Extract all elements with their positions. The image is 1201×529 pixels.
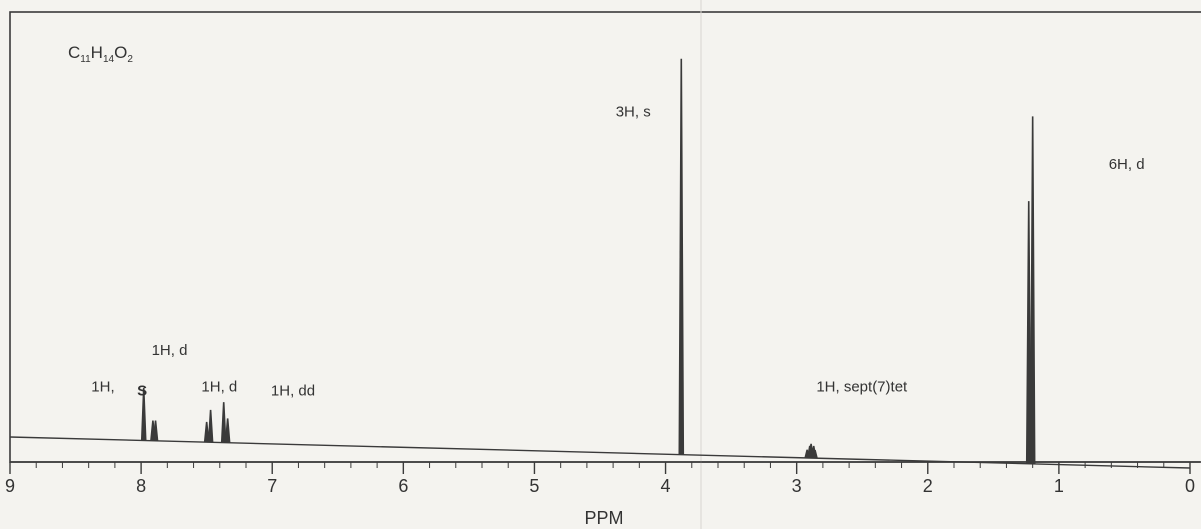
spectrum-baseline (9, 436, 1191, 469)
spectrum-peak (812, 449, 818, 459)
x-axis: 9 8 7 6 5 4 3 2 1 0 (5, 461, 1200, 496)
peak-annotation: S (137, 382, 147, 399)
peak-annotation: 1H, (91, 378, 114, 395)
baseline-layer (9, 436, 1191, 469)
x-tick-label: 1 (1054, 476, 1064, 496)
x-tick-label: 5 (529, 476, 539, 496)
x-tick-label: 9 (5, 476, 15, 496)
peak-annotation: 1H, d (201, 378, 237, 395)
spectrum-peak (203, 421, 210, 443)
spectrum-peak (140, 387, 147, 441)
spectrum-peak (207, 409, 214, 443)
x-tick-label: 4 (661, 476, 671, 496)
x-tick-label: 2 (923, 476, 933, 496)
x-tick-label: 8 (136, 476, 146, 496)
peak-annotations: 3H, s 6H, d 1H, d 1H, S 1H, d 1H, dd 1H, sept(7… (91, 104, 1144, 400)
spectrum-peak (224, 418, 231, 443)
x-axis-title: PPM (584, 508, 623, 528)
spectrum-peak (1029, 116, 1036, 464)
peaks-layer (140, 58, 1036, 464)
x-tick-label: 7 (267, 476, 277, 496)
molecular-formula: C11H14O2 (68, 43, 133, 65)
spectrum-peak (152, 420, 159, 441)
peak-annotation: 3H, s (616, 104, 651, 121)
peak-annotation: 1H, dd (271, 382, 315, 399)
spectrum-peak (678, 58, 685, 455)
spectrum-peak (220, 402, 227, 443)
plot-frame (9, 11, 1201, 463)
spectrum-peak (1025, 201, 1032, 464)
peak-annotation: 1H, sept(7)tet (816, 378, 908, 395)
peak-annotation: 6H, d (1109, 156, 1145, 173)
x-tick-label: 0 (1185, 476, 1195, 496)
x-tick-label: 3 (792, 476, 802, 496)
x-tick-label: 6 (398, 476, 408, 496)
peak-annotation: 1H, d (152, 342, 188, 359)
